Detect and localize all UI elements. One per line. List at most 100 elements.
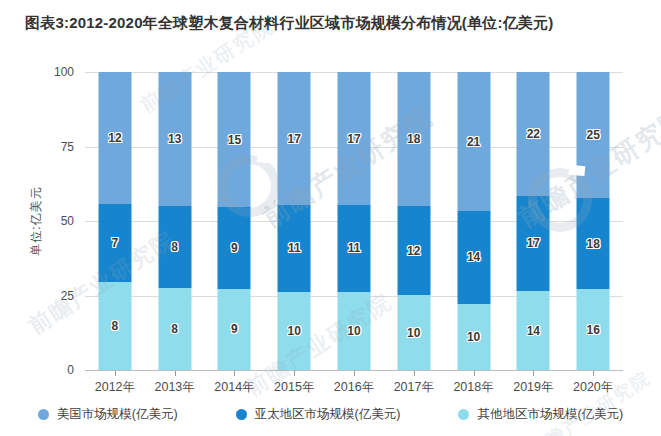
bar-value-label: 16 <box>586 323 599 337</box>
bar-segment: 10 <box>397 295 430 370</box>
bar-segment: 10 <box>338 292 371 370</box>
chart-frame: 图表3:2012-2020年全球塑木复合材料行业区域市场规模分布情况(单位:亿美… <box>0 0 661 436</box>
category-band: 1711102016年 <box>324 72 384 370</box>
bar-segment: 16 <box>577 289 610 370</box>
bar-segment: 8 <box>158 288 191 370</box>
category-band: 1812102017年 <box>384 72 444 370</box>
bar-segment: 12 <box>98 72 131 204</box>
bar-segment: 12 <box>397 206 430 295</box>
bar-segment: 14 <box>517 291 550 370</box>
bar-value-label: 15 <box>228 133 241 147</box>
bar-segment: 25 <box>577 72 610 198</box>
stacked-bar: 1599 <box>218 72 251 370</box>
bar-segment: 17 <box>517 196 550 292</box>
stacked-bar: 21 14 10 <box>457 72 490 370</box>
bar-segment: 11 <box>278 205 311 291</box>
category-band: 12782012年 <box>85 72 145 370</box>
bar-segment: 11 <box>338 205 371 291</box>
bar-value-label: 22 <box>527 127 540 141</box>
bar-value-label: 17 <box>347 132 360 146</box>
legend-swatch-icon <box>458 409 469 420</box>
plot-area: 12782012年13882013年15992014年1711102015年17… <box>85 72 623 371</box>
legend-label: 其他地区市场规模(亿美元) <box>477 406 623 423</box>
bar-segment: 7 <box>98 204 131 281</box>
bar-value-label: 14 <box>527 324 540 338</box>
legend-item: 亚太地区市场规模(亿美元) <box>236 406 401 423</box>
y-tick-label: 75 <box>40 140 74 154</box>
category-band: 2114102018年 <box>444 72 504 370</box>
stacked-bar: 12 7 8 <box>98 72 131 370</box>
bar-segment: 10 <box>278 292 311 370</box>
bar-value-label: 25 <box>586 128 599 142</box>
bar-value-label: 8 <box>112 319 119 333</box>
stacked-bar: 18 12 10 <box>397 72 430 370</box>
bar-value-label: 18 <box>586 237 599 251</box>
bar-segment: 18 <box>577 198 610 289</box>
legend-swatch-icon <box>236 409 247 420</box>
y-tick-label: 0 <box>40 363 74 377</box>
x-axis-label: 2015年 <box>274 379 314 396</box>
bar-segment: 8 <box>158 206 191 288</box>
stacked-bar: 22 17 14 <box>517 72 550 370</box>
legend-label: 美国市场规模(亿美元) <box>57 406 178 423</box>
y-tick-label: 50 <box>40 214 74 228</box>
legend-swatch-icon <box>38 409 49 420</box>
category-band: 1711102015年 <box>264 72 324 370</box>
bar-value-label: 11 <box>348 241 361 255</box>
bar-value-label: 8 <box>171 322 178 336</box>
bar-segment: 13 <box>158 72 191 206</box>
x-axis-label: 2019年 <box>513 379 553 396</box>
bar-value-label: 11 <box>288 241 301 255</box>
bar-value-label: 13 <box>168 132 181 146</box>
category-band: 13882013年 <box>145 72 205 370</box>
bar-segment: 17 <box>338 72 371 205</box>
x-axis-label: 2012年 <box>95 379 135 396</box>
category-band: 2217142019年 <box>503 72 563 370</box>
bar-value-label: 10 <box>407 326 420 340</box>
bars-container: 12782012年13882013年15992014年1711102015年17… <box>85 72 623 370</box>
bar-value-label: 17 <box>527 236 540 250</box>
x-axis-label: 2018年 <box>453 379 493 396</box>
bar-segment: 21 <box>457 72 490 211</box>
x-axis-label: 2013年 <box>155 379 195 396</box>
y-tick-label: 25 <box>40 289 74 303</box>
bar-value-label: 12 <box>407 244 420 258</box>
bar-value-label: 9 <box>231 241 238 255</box>
category-band: 15992014年 <box>205 72 265 370</box>
stacked-bar: 17 11 10 <box>338 72 371 370</box>
bar-value-label: 14 <box>467 250 480 264</box>
legend-item: 其他地区市场规模(亿美元) <box>458 406 623 423</box>
stacked-bar: 17 11 10 <box>278 72 311 370</box>
category-band: 2518162020年 <box>563 72 623 370</box>
bar-value-label: 18 <box>407 132 420 146</box>
bar-segment: 9 <box>218 289 251 370</box>
bar-value-label: 10 <box>467 330 480 344</box>
stacked-bar: 25 18 16 <box>577 72 610 370</box>
bar-value-label: 21 <box>467 135 480 149</box>
bar-value-label: 8 <box>171 240 178 254</box>
bar-segment: 14 <box>457 211 490 304</box>
bar-value-label: 10 <box>347 324 360 338</box>
bar-segment: 17 <box>278 72 311 205</box>
bar-segment: 15 <box>218 72 251 207</box>
bar-segment: 18 <box>397 72 430 206</box>
bar-segment: 22 <box>517 72 550 196</box>
x-axis-label: 2017年 <box>394 379 434 396</box>
bar-segment: 8 <box>98 282 131 370</box>
x-axis-label: 2020年 <box>573 379 613 396</box>
chart-title: 图表3:2012-2020年全球塑木复合材料行业区域市场规模分布情况(单位:亿美… <box>25 14 553 33</box>
watermark-text: 前瞻产业研究院 <box>525 366 655 436</box>
bar-value-label: 7 <box>112 236 119 250</box>
bar-segment: 9 <box>218 207 251 288</box>
x-axis-label: 2014年 <box>214 379 254 396</box>
legend-label: 亚太地区市场规模(亿美元) <box>255 406 401 423</box>
y-axis-ticks: 0255075100 <box>40 72 78 370</box>
bar-value-label: 17 <box>288 132 301 146</box>
bar-value-label: 9 <box>231 322 238 336</box>
legend: 美国市场规模(亿美元) 亚太地区市场规模(亿美元) 其他地区市场规模(亿美元) <box>0 406 661 423</box>
bar-value-label: 12 <box>108 131 121 145</box>
legend-item: 美国市场规模(亿美元) <box>38 406 178 423</box>
bar-value-label: 10 <box>288 324 301 338</box>
y-tick-label: 100 <box>40 65 74 79</box>
x-axis-label: 2016年 <box>334 379 374 396</box>
